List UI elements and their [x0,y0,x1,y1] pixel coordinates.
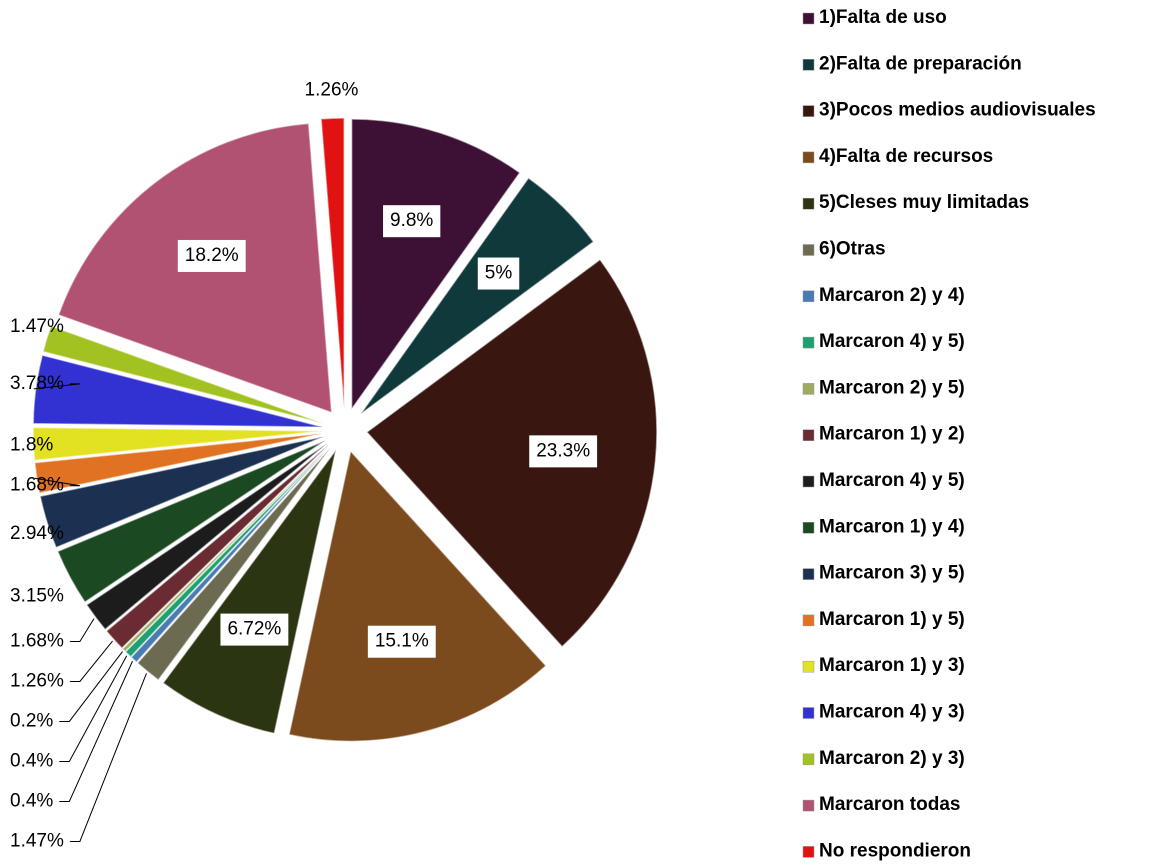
legend-swatch [802,244,815,256]
leader-line [33,383,80,390]
legend-label: 4)Falta de recursos [819,146,993,167]
data-label: 9.8% [390,210,433,231]
pie-slice [288,449,547,742]
legend-label: Marcaron 2) y 4) [819,285,965,306]
legend-swatch [802,707,815,719]
legend-label: Marcaron 3) y 5) [819,563,965,584]
data-label: 2.94% [10,523,64,544]
legend-swatch [802,290,815,303]
legend-label: 6)Otras [819,239,886,260]
leader-line [59,651,123,722]
legend-swatch [802,336,815,349]
pie-slice [85,442,328,631]
leader-line [69,673,147,842]
label-box [177,239,246,272]
legend-swatch [802,522,815,534]
legend-label: 3)Pocos medios audiovisuales [819,100,1096,121]
label-box [367,625,436,658]
leader-line [34,477,80,487]
data-label: 1.26% [305,79,359,100]
legend-swatch [802,568,815,580]
legend-label: Marcaron 2) y 3) [819,748,965,769]
legend-swatch [802,12,815,25]
pie-slice [105,444,330,650]
leader-line [59,655,128,762]
pie-slice [359,176,595,415]
pie-slice [56,439,327,604]
legend-swatch [802,846,815,858]
data-label: 23.3% [536,440,590,461]
pie-slice [320,117,345,409]
data-label: 18.2% [185,245,239,266]
label-box [529,435,598,468]
legend-label: 2)Falta de preparación [819,53,1022,74]
pie-slice [365,258,658,648]
data-label: 0.4% [10,750,53,771]
data-label: 1.47% [10,316,64,337]
legend-swatch [802,660,815,673]
data-label: 15.1% [375,631,429,652]
pie-slice [42,324,325,425]
legend-swatch [802,383,815,395]
legend-label: Marcaron 1) y 2) [819,424,965,445]
pie-slice [33,432,324,494]
data-label: 1.26% [10,670,64,691]
leader-line [59,660,133,802]
data-label: 1.68% [10,630,64,651]
pie-slice [350,118,521,412]
legend-label: Marcaron todas [819,794,960,815]
legend-swatch [802,105,815,117]
legend-label: No respondieron [819,840,971,861]
legend-label: Marcaron 4) y 5) [819,470,965,491]
label-box [383,205,441,238]
pie-slice [162,449,337,735]
pie-slice [32,426,324,462]
data-label: 0.2% [10,710,53,731]
legend-label: Marcaron 1) y 5) [819,609,965,630]
data-label: 5% [485,263,513,284]
legend-swatch [802,753,815,766]
legend-swatch [802,151,815,164]
legend-swatch [802,475,815,488]
legend-label: Marcaron 4) y 5) [819,331,965,352]
label-box [220,613,289,646]
legend-label: Marcaron 2) y 5) [819,377,965,398]
pie-slice [121,444,330,653]
data-label: 0.4% [10,790,53,811]
data-label: 1.47% [10,830,64,851]
legend-label: Marcaron 1) y 4) [819,516,965,537]
label-box [477,257,520,290]
data-label: 1.8% [10,435,53,456]
legend-label: 5)Cleses muy limitadas [819,192,1029,213]
legend-swatch [802,197,815,210]
legend-swatch [802,614,815,627]
leader-line [69,618,95,642]
data-label: 3.78% [10,373,64,394]
pie-slice [39,435,325,549]
pie-slice [136,446,332,682]
legend-swatch [802,799,815,812]
data-label: 1.68% [10,475,64,496]
legend-swatch [802,59,815,71]
legend-label: Marcaron 1) y 3) [819,655,965,676]
data-label: 6.72% [227,619,281,640]
leader-line [69,640,113,682]
legend-label: Marcaron 4) y 3) [819,702,965,723]
data-label: 3.15% [10,585,64,606]
legend-swatch [802,429,815,441]
legend-label: 1)Falta de uso [819,7,947,28]
